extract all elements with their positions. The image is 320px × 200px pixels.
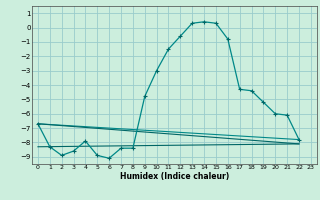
X-axis label: Humidex (Indice chaleur): Humidex (Indice chaleur) [120,172,229,181]
